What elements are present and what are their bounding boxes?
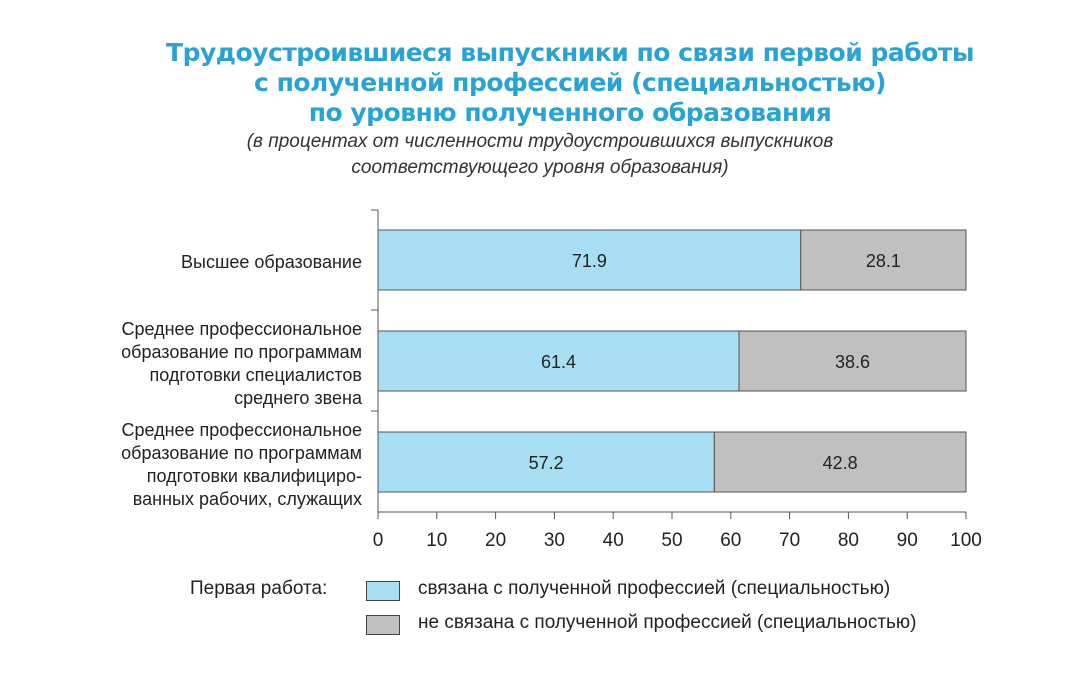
category-label-line: среднего звена	[234, 388, 362, 408]
bar-segment	[800, 229, 967, 291]
bar-value-label: 71.9	[572, 251, 607, 271]
x-tick-label: 70	[779, 530, 800, 551]
x-tick-label: 60	[720, 530, 741, 551]
legend-title: Первая работа:	[190, 578, 328, 599]
category-label-line: образование по программам	[121, 342, 362, 362]
category-label-line: образование по программам	[121, 443, 362, 463]
category-label-line: подготовки квалифициро-	[146, 466, 362, 486]
category-label-skilled-workers: Среднее профессиональное образование по …	[121, 419, 362, 511]
x-tick-label: 100	[950, 530, 982, 551]
chart-subtitle-line-1: (в процентах от численности трудоустроив…	[246, 131, 834, 152]
legend-label-unrelated: не связана с полученной профессией (спец…	[418, 612, 917, 633]
x-tick-label: 0	[373, 530, 384, 551]
bar-segment	[377, 431, 715, 493]
bar-value-label: 57.2	[529, 453, 564, 473]
chart-title-line-1: Трудоустроившиеся выпускники по связи пе…	[166, 38, 974, 67]
x-tick-label: 20	[485, 530, 506, 551]
legend-label-related: связана с полученной профессией (специал…	[418, 578, 891, 599]
category-label-mid-specialists: Среднее профессиональное образование по …	[121, 318, 362, 410]
bar-value-label: 38.6	[835, 352, 870, 372]
chart-subtitle-line-2: соответствующего уровня образования)	[351, 157, 729, 178]
chart-title-line-3: по уровню полученного образования	[308, 98, 832, 127]
bar-segment	[713, 431, 967, 493]
legend-swatch-unrelated	[366, 615, 400, 635]
category-label-line: Среднее профессиональное	[121, 420, 362, 440]
x-tick-label: 30	[544, 530, 565, 551]
chart-title-line-2: с полученной профессией (специальностью)	[254, 68, 886, 97]
category-label-line: ванных рабочих, служащих	[132, 489, 362, 509]
x-tick-label: 50	[661, 530, 682, 551]
category-label-line: Высшее образование	[181, 252, 362, 272]
bar-value-label: 42.8	[823, 453, 858, 473]
bar-segment	[738, 330, 967, 392]
category-label-higher-education: Высшее образование	[181, 251, 362, 274]
bar-value-label: 28.1	[866, 251, 901, 271]
x-tick-label: 80	[838, 530, 859, 551]
category-label-line: подготовки специалистов	[149, 365, 362, 385]
legend-swatch-related	[366, 581, 400, 601]
chart-title: Трудоустроившиеся выпускники по связи пе…	[0, 38, 1080, 128]
x-tick-label: 90	[897, 530, 918, 551]
chart-subtitle: (в процентах от численности трудоустроив…	[0, 129, 1080, 181]
bar-value-label: 61.4	[541, 352, 576, 372]
x-tick-label: 10	[426, 530, 447, 551]
x-tick-label: 40	[603, 530, 624, 551]
category-label-line: Среднее профессиональное	[121, 319, 362, 339]
